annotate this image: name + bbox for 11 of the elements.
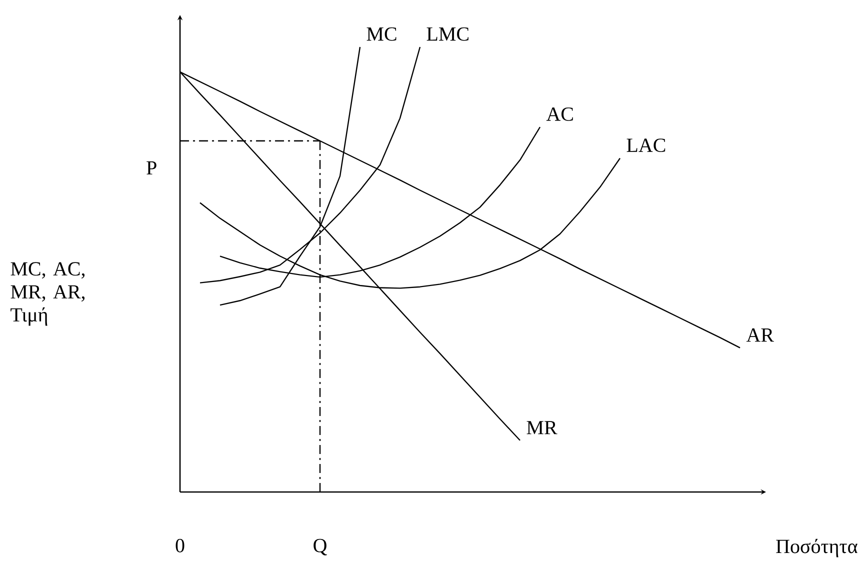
x-tick-label: 0 (176, 538, 184, 552)
series-label: AR (746, 328, 774, 342)
x-tick-label: Q (314, 538, 327, 556)
series-label: MC (366, 27, 396, 41)
series-label: LAC (626, 138, 666, 152)
y-axis-title: MC, AC, MR, AR, Τιμή (10, 262, 84, 326)
x-axis-title: Ποσότητα (776, 538, 858, 558)
series-label: AC (546, 107, 573, 121)
ref-line-label: P (146, 161, 156, 174)
series-label: LMC (426, 27, 468, 41)
series-label: MR (526, 421, 558, 434)
